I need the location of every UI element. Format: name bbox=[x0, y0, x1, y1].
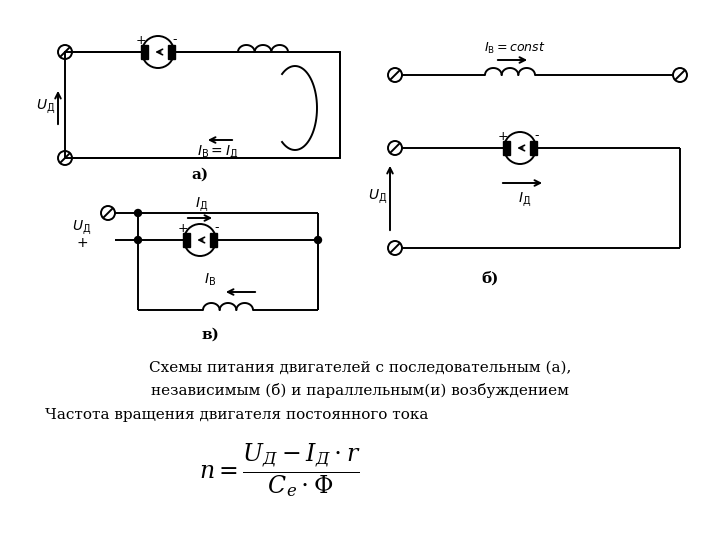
Text: +: + bbox=[76, 236, 88, 250]
Text: $U_\mathrm{Д}$: $U_\mathrm{Д}$ bbox=[72, 219, 91, 238]
Text: $U_\mathrm{Д}$: $U_\mathrm{Д}$ bbox=[36, 97, 55, 117]
Text: б): б) bbox=[481, 271, 499, 285]
Circle shape bbox=[184, 224, 216, 256]
Circle shape bbox=[135, 210, 142, 217]
Bar bbox=[65, 52, 340, 158]
Bar bbox=[168, 45, 175, 59]
Text: +: + bbox=[135, 33, 146, 46]
Bar bbox=[503, 141, 510, 155]
Text: Схемы питания двигателей с последовательным (а),: Схемы питания двигателей с последователь… bbox=[149, 361, 571, 375]
Text: $I_\mathrm{Д}$: $I_\mathrm{Д}$ bbox=[518, 191, 531, 210]
Text: -: - bbox=[173, 33, 177, 46]
Text: $n = \dfrac{U_{\mathit{Д}} - I_{\mathit{Д}} \cdot r}{C_{e} \cdot \Phi}$: $n = \dfrac{U_{\mathit{Д}} - I_{\mathit{… bbox=[199, 441, 361, 499]
Text: $I_\mathrm{B}=const$: $I_\mathrm{B}=const$ bbox=[484, 40, 546, 56]
Text: $I_\mathrm{Д}$: $I_\mathrm{Д}$ bbox=[195, 195, 209, 214]
Text: +: + bbox=[178, 221, 189, 234]
Bar bbox=[184, 233, 191, 247]
Text: независимым (б) и параллельным(и) возбуждением: независимым (б) и параллельным(и) возбуж… bbox=[151, 382, 569, 397]
Circle shape bbox=[135, 237, 142, 244]
Circle shape bbox=[142, 36, 174, 68]
Text: +: + bbox=[498, 130, 508, 143]
Bar bbox=[529, 141, 536, 155]
Text: в): в) bbox=[201, 328, 219, 342]
Text: $U_\mathrm{Д}$: $U_\mathrm{Д}$ bbox=[369, 187, 387, 206]
Bar bbox=[210, 233, 217, 247]
Text: а): а) bbox=[192, 168, 209, 182]
Text: -: - bbox=[215, 221, 220, 234]
Text: $I_\mathrm{B}=I_\mathrm{Д}$: $I_\mathrm{B}=I_\mathrm{Д}$ bbox=[197, 144, 239, 163]
Text: -: - bbox=[535, 130, 539, 143]
Circle shape bbox=[315, 237, 322, 244]
Text: $I_\mathrm{B}$: $I_\mathrm{B}$ bbox=[204, 272, 216, 288]
Bar bbox=[141, 45, 148, 59]
Circle shape bbox=[504, 132, 536, 164]
Text: Частота вращения двигателя постоянного тока: Частота вращения двигателя постоянного т… bbox=[45, 408, 428, 422]
